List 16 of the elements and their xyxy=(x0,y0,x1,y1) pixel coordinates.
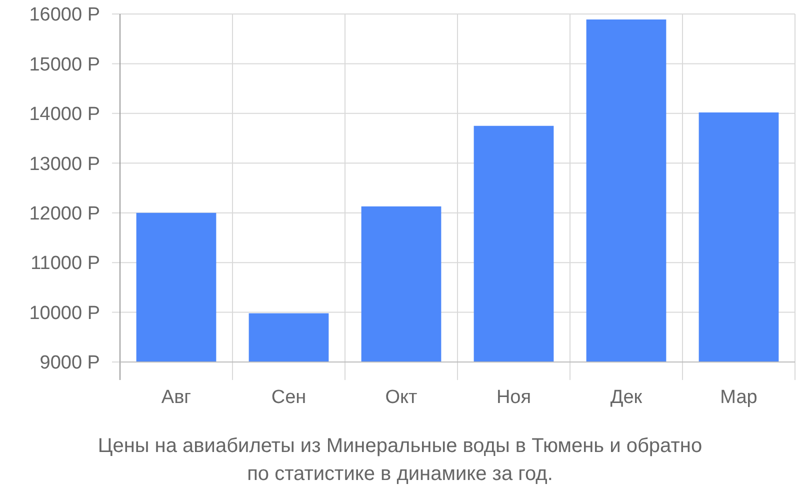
text: по статистике в динамике за год. xyxy=(247,463,553,485)
x-tick-label: Сен xyxy=(271,387,306,408)
y-tick-label: 12000 Р xyxy=(29,204,100,225)
y-tick-label: 10000 Р xyxy=(29,302,100,324)
y-tick-label: 11000 Р xyxy=(30,253,100,274)
x-tick-label: Дек xyxy=(610,387,643,408)
y-tick-label: 9000 Р xyxy=(40,352,100,374)
y-tick-label: 16000 Р xyxy=(29,4,100,26)
x-tick-label: Мар xyxy=(720,387,758,408)
y-tick-label: 15000 Р xyxy=(29,54,100,76)
y-tick-label: 13000 Р xyxy=(29,154,100,175)
text: Цены на авиабилеты из Минеральные воды в Тюмень и обратно xyxy=(98,435,702,457)
x-tick-label: Ноя xyxy=(496,387,532,408)
y-tick-label: 14000 Р xyxy=(29,104,100,126)
x-tick-label: Окт xyxy=(385,387,418,408)
x-tick-label: Авг xyxy=(161,387,192,408)
